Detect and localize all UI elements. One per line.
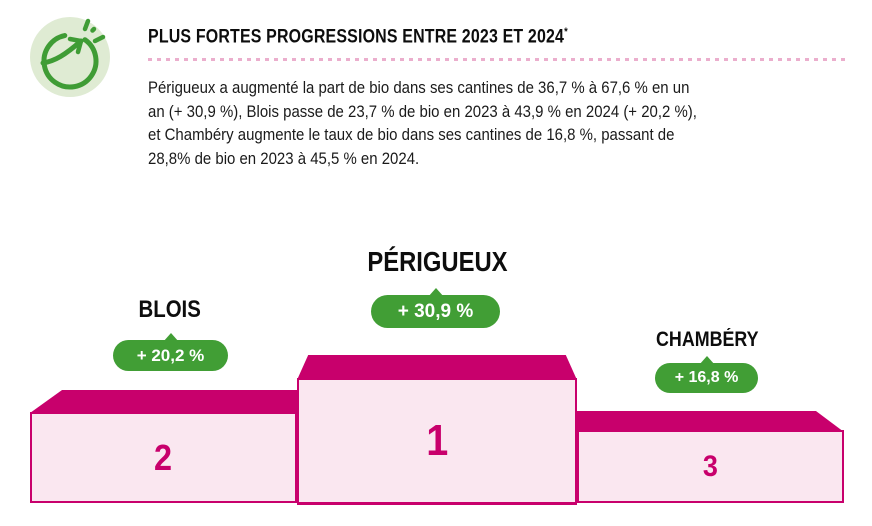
description-line: et Chambéry augmente le taux de bio dans… bbox=[148, 125, 675, 144]
dotted-divider bbox=[148, 58, 848, 61]
city-label-perigueux: PÉRIGUEUX bbox=[366, 246, 508, 277]
rank-number-perigueux: 1 bbox=[425, 416, 449, 465]
trend-up-circle-icon bbox=[40, 18, 106, 90]
podium-face-perigueux: 1 bbox=[297, 378, 577, 505]
podium-top-chambery bbox=[577, 411, 844, 432]
progress-badge-perigueux: + 30,9 % bbox=[371, 295, 500, 328]
rank-number-chambery: 3 bbox=[702, 449, 719, 483]
podium-face-chambery: 3 bbox=[577, 430, 844, 503]
podium-top-perigueux bbox=[297, 355, 577, 380]
progress-badge-chambery: + 16,8 % bbox=[655, 363, 758, 393]
description-line: an (+ 30,9 %), Blois passe de 23,7 % de … bbox=[148, 101, 697, 121]
icon-circle-background bbox=[30, 17, 110, 97]
description-line: Périgueux a augmenté la part de bio dans… bbox=[148, 78, 690, 97]
description-paragraph: Périgueux a augmenté la part de bio dans… bbox=[148, 76, 697, 170]
page-title: PLUS FORTES PROGRESSIONS ENTRE 2023 ET 2… bbox=[148, 26, 568, 48]
title-asterisk: * bbox=[564, 26, 568, 38]
description-line: 28,8% de bio en 2023 à 45,5 % en 2024. bbox=[148, 148, 420, 168]
rank-number-blois: 2 bbox=[154, 436, 173, 478]
podium-top-blois bbox=[30, 390, 297, 413]
podium-face-blois: 2 bbox=[30, 412, 297, 503]
page-title-text: PLUS FORTES PROGRESSIONS ENTRE 2023 ET 2… bbox=[148, 26, 565, 48]
progress-badge-blois: + 20,2 % bbox=[113, 340, 228, 371]
city-label-blois: BLOIS bbox=[138, 296, 202, 323]
city-label-chambery: CHAMBÉRY bbox=[655, 328, 759, 351]
